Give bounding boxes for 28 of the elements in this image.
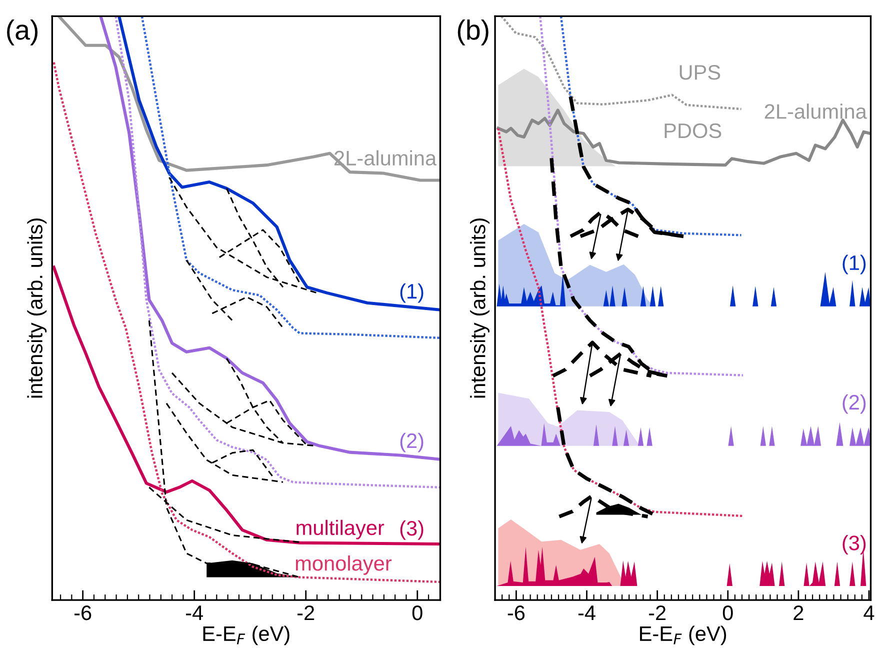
x-tick-label: 0 [412,605,422,620]
x-tick-label: 4 [864,606,874,620]
annotation: (2) [400,432,424,452]
annotation: (1) [400,283,424,303]
annotation: (3) [400,520,424,540]
chart-title: (a) [7,19,38,46]
chart-title: (b) [458,19,488,46]
annotation: (3) [842,535,866,554]
annotation: PDOS [664,123,722,138]
annotation: UPS [680,65,720,80]
x-tick-label: 2 [794,605,804,620]
annotation: monolayer [296,555,392,575]
x-tick-label: -4 [578,606,596,620]
y-axis-title: intensity (arb. units) [470,218,490,398]
x-tick-label: -4 [186,606,203,620]
annotation: (2) [842,394,866,414]
x-tick-label: 0 [722,605,733,620]
annotation: 2L-alumina [764,104,867,119]
x-tick-label: -2 [648,605,666,620]
x-tick-label: -2 [298,605,314,620]
x-axis-title: E-E$_{F}$ (eV) [640,626,726,646]
x-axis-title: E-E$_{F}$ (eV) [203,626,290,646]
annotation: multilayer [296,520,384,540]
y-axis-title: intensity (arb. units) [27,218,47,398]
x-tick-label: -6 [74,605,92,620]
annotation: 2L-alumina [334,150,437,166]
x-tick-label: -6 [508,605,525,620]
annotation: (1) [842,254,866,274]
